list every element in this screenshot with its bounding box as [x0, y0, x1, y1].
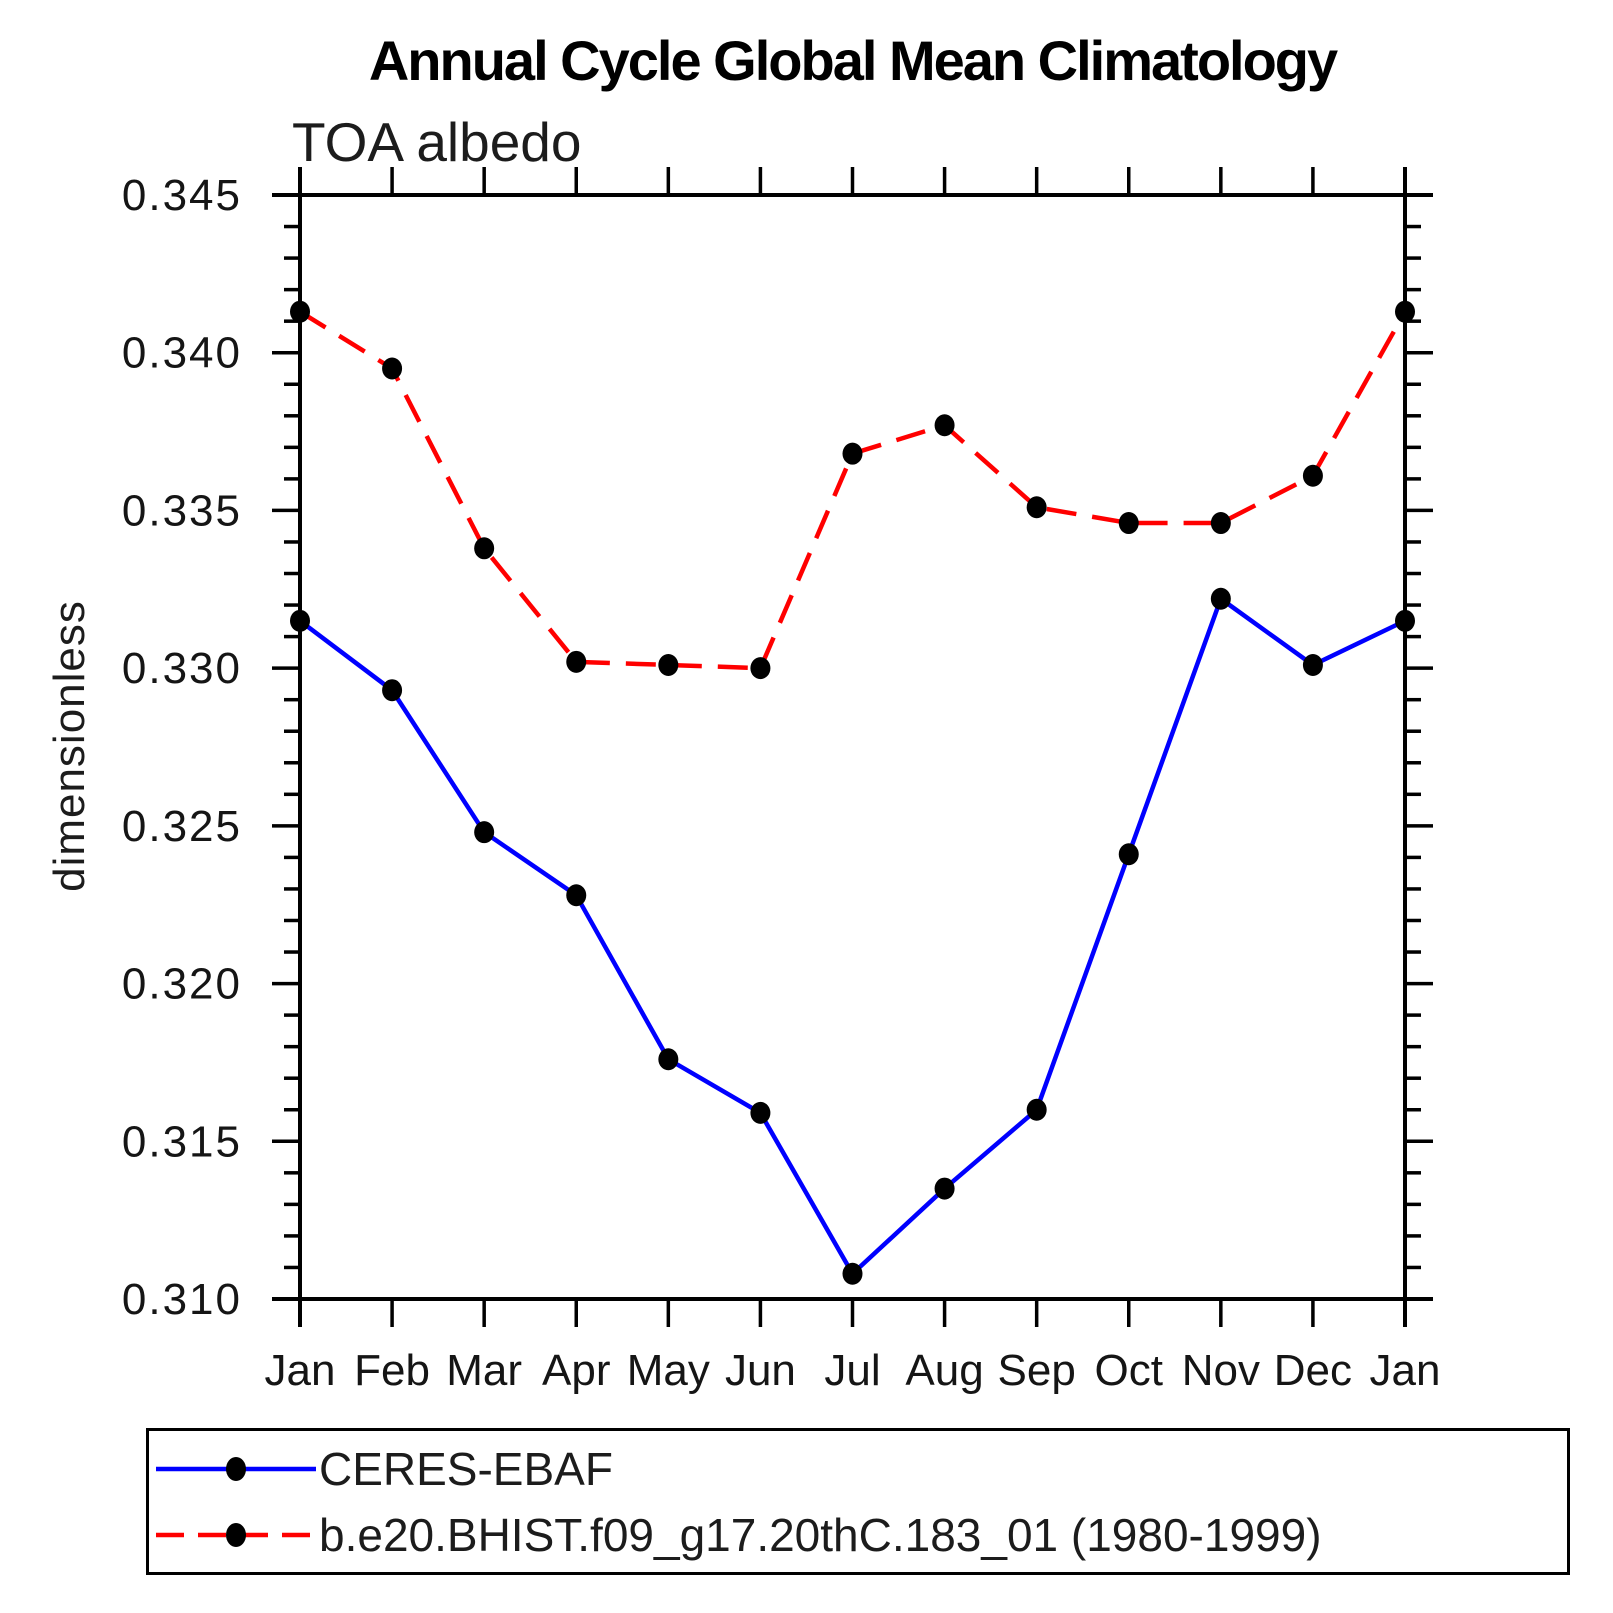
data-point [566, 884, 587, 907]
chart-title: Annual Cycle Global Mean Climatology [368, 29, 1338, 92]
data-point [658, 1048, 679, 1071]
x-tick-label: Apr [542, 1346, 610, 1395]
x-tick-label: Jun [725, 1346, 796, 1395]
data-point [750, 1101, 771, 1124]
data-point [382, 679, 403, 702]
legend-item-model: b.e20.BHIST.f09_g17.20thC.183_01 (1980-1… [149, 1505, 1567, 1565]
x-tick-label: Aug [905, 1346, 983, 1395]
data-point [1118, 843, 1139, 866]
chart-subtitle: TOA albedo [292, 111, 582, 173]
data-point [1395, 300, 1415, 323]
y-tick-label: 0.320 [122, 960, 242, 1009]
data-point [1026, 496, 1047, 519]
x-tick-label: Jul [824, 1346, 880, 1395]
legend-sample-ceres-icon [156, 1456, 316, 1481]
legend: CERES-EBAF b.e20.BHIST.f09_g17.20thC.183… [146, 1428, 1570, 1575]
data-point [842, 442, 863, 465]
data-point [1118, 512, 1139, 535]
y-tick-label: 0.335 [122, 486, 242, 535]
data-point [1302, 464, 1323, 487]
data-point [290, 609, 310, 632]
legend-label-model: b.e20.BHIST.f09_g17.20thC.183_01 (1980-1… [319, 1508, 1322, 1561]
x-tick-labels: Jan Feb Mar Apr May Jun Jul Aug Sep Oct Nov Dec Jan [265, 1346, 1441, 1395]
y-tick-label: 0.325 [122, 802, 242, 851]
x-tick-label: Sep [998, 1346, 1076, 1395]
y-tick-label: 0.345 [122, 171, 242, 220]
data-point [1302, 653, 1323, 676]
data-point [750, 657, 771, 680]
data-point [290, 300, 310, 323]
x-tick-label: Nov [1182, 1346, 1260, 1395]
x-tick-label: Jan [265, 1346, 336, 1395]
series-group [290, 300, 1415, 1285]
data-point [382, 357, 403, 380]
x-tick-label: Oct [1095, 1346, 1163, 1395]
x-tick-label: Feb [354, 1346, 430, 1395]
x-tick-label: Mar [446, 1346, 522, 1395]
axes [272, 167, 1433, 1327]
data-point [934, 414, 955, 437]
legend-marker-model-icon [226, 1522, 246, 1547]
y-tick-label: 0.315 [122, 1117, 242, 1166]
y-tick-label: 0.340 [122, 329, 242, 378]
data-point [474, 821, 495, 844]
y-tick-label: 0.330 [122, 644, 242, 693]
data-point [1395, 609, 1415, 632]
y-tick-label: 0.310 [122, 1275, 242, 1324]
data-point [842, 1262, 863, 1285]
x-tick-label: May [627, 1346, 710, 1395]
legend-marker-ceres-icon [226, 1456, 246, 1481]
data-point [1210, 587, 1231, 610]
y-tick-labels: 0.345 0.340 0.335 0.330 0.325 0.320 0.315 0.310 [122, 171, 242, 1324]
data-point [1210, 512, 1231, 535]
series-line-0 [298, 595, 1406, 1278]
x-tick-label: Jan [1370, 1346, 1441, 1395]
data-point [566, 650, 587, 673]
data-point [934, 1177, 955, 1200]
legend-item-ceres: CERES-EBAF [149, 1439, 1567, 1499]
data-point [658, 653, 679, 676]
x-tick-label: Dec [1274, 1346, 1352, 1395]
data-point [474, 537, 495, 560]
data-point [1026, 1098, 1047, 1121]
legend-sample-model-icon [156, 1522, 316, 1547]
legend-label-ceres: CERES-EBAF [319, 1442, 613, 1495]
